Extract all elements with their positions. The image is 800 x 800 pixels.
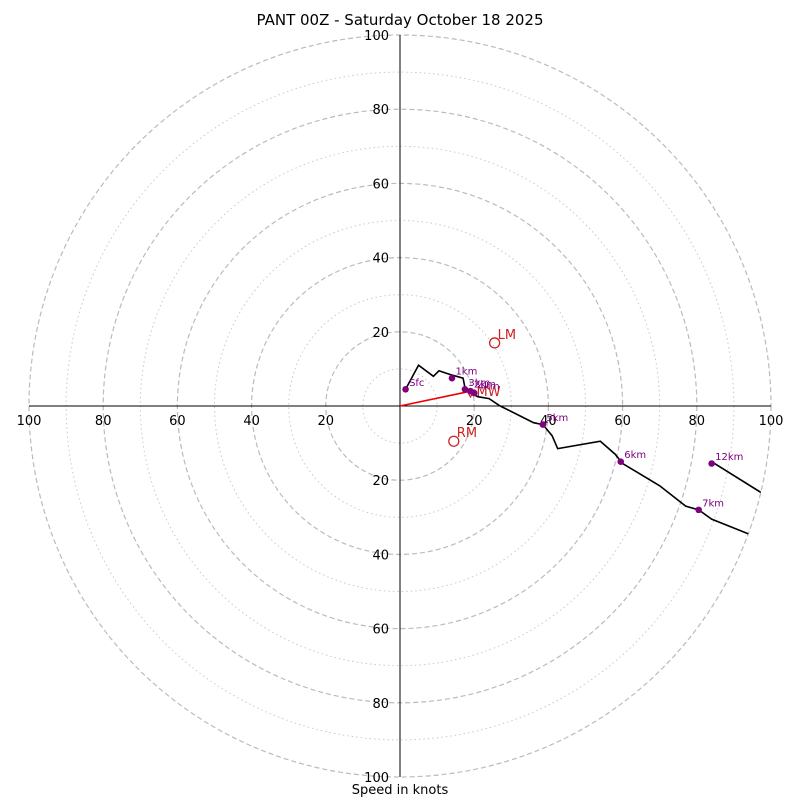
height-marker-5km xyxy=(539,421,547,428)
tick-label-left-20: 20 xyxy=(318,414,335,429)
hodograph-line-upper xyxy=(711,460,771,500)
tick-label-up-40: 40 xyxy=(372,252,389,267)
tick-label-down-100: 100 xyxy=(364,771,389,786)
height-marker-7km xyxy=(695,506,702,514)
height-label-5km: 5km xyxy=(546,413,568,424)
hodograph-line xyxy=(404,363,771,535)
height-marker-sfc xyxy=(402,386,409,393)
storm-motion-rm-label: RM xyxy=(457,426,477,441)
tick-label-left-40: 40 xyxy=(243,414,260,429)
tick-label-right-80: 80 xyxy=(689,414,706,429)
tick-label-up-60: 60 xyxy=(372,177,389,192)
tick-label-up-100: 100 xyxy=(364,29,389,44)
chart-title: PANT 00Z - Saturday October 18 2025 xyxy=(256,11,544,29)
tick-label-down-80: 80 xyxy=(372,697,389,712)
tick-labels: 2020202040404040606060608080808010010010… xyxy=(17,29,784,786)
height-marker-3km xyxy=(461,386,469,393)
x-axis-label: Speed in knots xyxy=(351,783,449,798)
height-label-7km: 7km xyxy=(702,498,724,509)
height-label-12km: 12km xyxy=(715,452,743,463)
tick-label-up-80: 80 xyxy=(372,103,389,118)
tick-label-down-60: 60 xyxy=(372,623,389,638)
tick-label-up-20: 20 xyxy=(372,326,389,341)
height-label-4km: 4km xyxy=(478,382,500,393)
height-label-2km: 2km xyxy=(474,380,496,391)
height-label-3km: 3km xyxy=(468,378,490,389)
tick-label-down-20: 20 xyxy=(372,474,389,489)
tick-label-left-100: 100 xyxy=(17,414,42,429)
height-marker-4km xyxy=(470,389,478,397)
storm-motion-lm-marker xyxy=(488,337,501,349)
tick-label-left-80: 80 xyxy=(95,414,112,429)
height-marker-12km xyxy=(708,460,715,467)
storm-motion-markers: LM RM MW xyxy=(448,328,516,447)
height-marker-6km xyxy=(617,458,625,465)
tick-label-left-60: 60 xyxy=(169,414,186,429)
tick-label-right-100: 100 xyxy=(759,414,784,429)
storm-motion-rm-marker xyxy=(448,435,460,447)
bulk-shear-vector xyxy=(399,390,471,407)
tick-label-right-60: 60 xyxy=(614,414,631,429)
storm-motion-lm-label: LM xyxy=(498,328,516,343)
height-label-6km: 6km xyxy=(624,450,646,461)
tick-label-down-40: 40 xyxy=(372,548,389,563)
tick-label-right-20: 20 xyxy=(466,414,483,429)
height-label-sfc: Sfc xyxy=(409,378,424,389)
height-marker-1km xyxy=(448,374,456,382)
height-label-1km: 1km xyxy=(455,367,477,378)
mean-wind-label: MW xyxy=(476,385,500,400)
